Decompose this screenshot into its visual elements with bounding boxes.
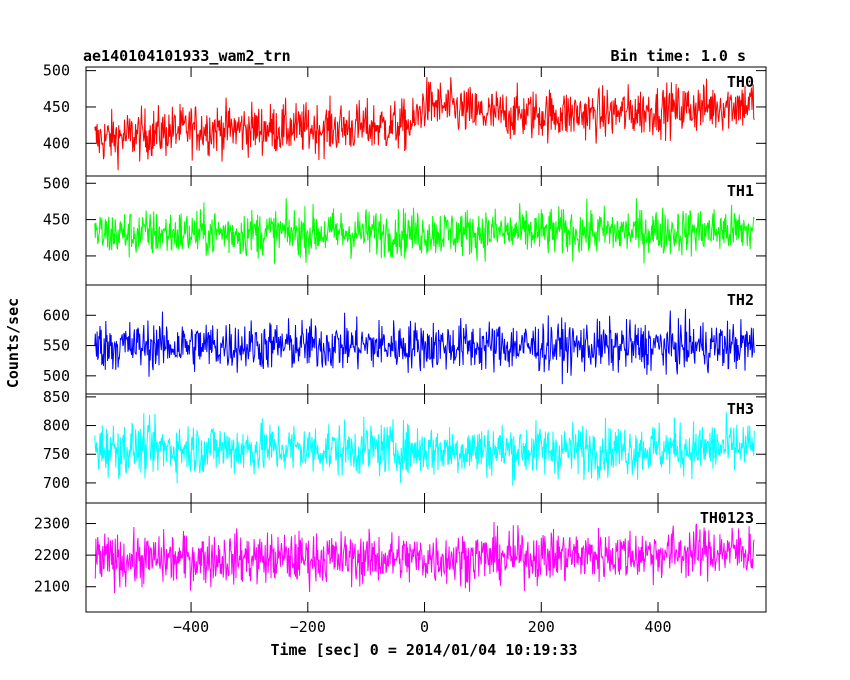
series-line-th2 [94, 308, 755, 385]
chart-title: ae140104101933_wam2_trn [83, 47, 291, 65]
y-tick-label: 400 [43, 134, 70, 152]
series-line-th0 [94, 77, 755, 171]
panel-frame [85, 502, 767, 613]
x-tick-label: 0 [420, 618, 429, 636]
y-tick-label: 550 [43, 337, 70, 355]
y-tick-label: 850 [43, 388, 70, 406]
series-label-th0123: TH0123 [700, 509, 754, 527]
panel-th0123: 2100 2200 2300 TH0123 [34, 502, 767, 613]
y-tick-label: 2300 [34, 515, 70, 533]
series-label-th3: TH3 [727, 400, 754, 418]
y-tick-label: 500 [43, 367, 70, 385]
y-tick-label: 750 [43, 445, 70, 463]
x-tick-label: 400 [644, 618, 671, 636]
series-label-th0: TH0 [727, 73, 754, 91]
y-tick-label: 500 [43, 62, 70, 80]
panel-th1: 400 450 500 TH1 [43, 174, 767, 286]
series-line-th1 [94, 198, 755, 264]
series-line-th0123 [94, 521, 755, 594]
panel-th3: 700 750 800 850 TH3 [43, 388, 767, 504]
y-tick-label: 500 [43, 174, 70, 192]
y-tick-label: 400 [43, 247, 70, 265]
x-tick-label: 200 [528, 618, 555, 636]
y-tick-label: 700 [43, 474, 70, 492]
y-tick-label: 2100 [34, 578, 70, 596]
y-tick-label: 800 [43, 417, 70, 435]
x-axis-label: Time [sec] 0 = 2014/01/04 10:19:33 [270, 641, 577, 659]
y-tick-label: 600 [43, 306, 70, 324]
x-tick-label: −400 [173, 618, 209, 636]
series-label-th2: TH2 [727, 291, 754, 309]
y-tick-label: 450 [43, 98, 70, 116]
y-tick-label: 450 [43, 211, 70, 229]
series-line-th3 [94, 412, 755, 486]
series-label-th1: TH1 [727, 182, 754, 200]
y-axis-label: Counts/sec [4, 298, 22, 388]
panel-frame [85, 175, 767, 286]
bin-time-label: Bin time: 1.0 s [611, 47, 746, 65]
panel-th0: 400 450 500 TH0 [43, 62, 767, 177]
y-tick-label: 2200 [34, 546, 70, 564]
panel-th2: 500 550 600 TH2 [43, 284, 767, 395]
x-tick-label: −200 [290, 618, 326, 636]
